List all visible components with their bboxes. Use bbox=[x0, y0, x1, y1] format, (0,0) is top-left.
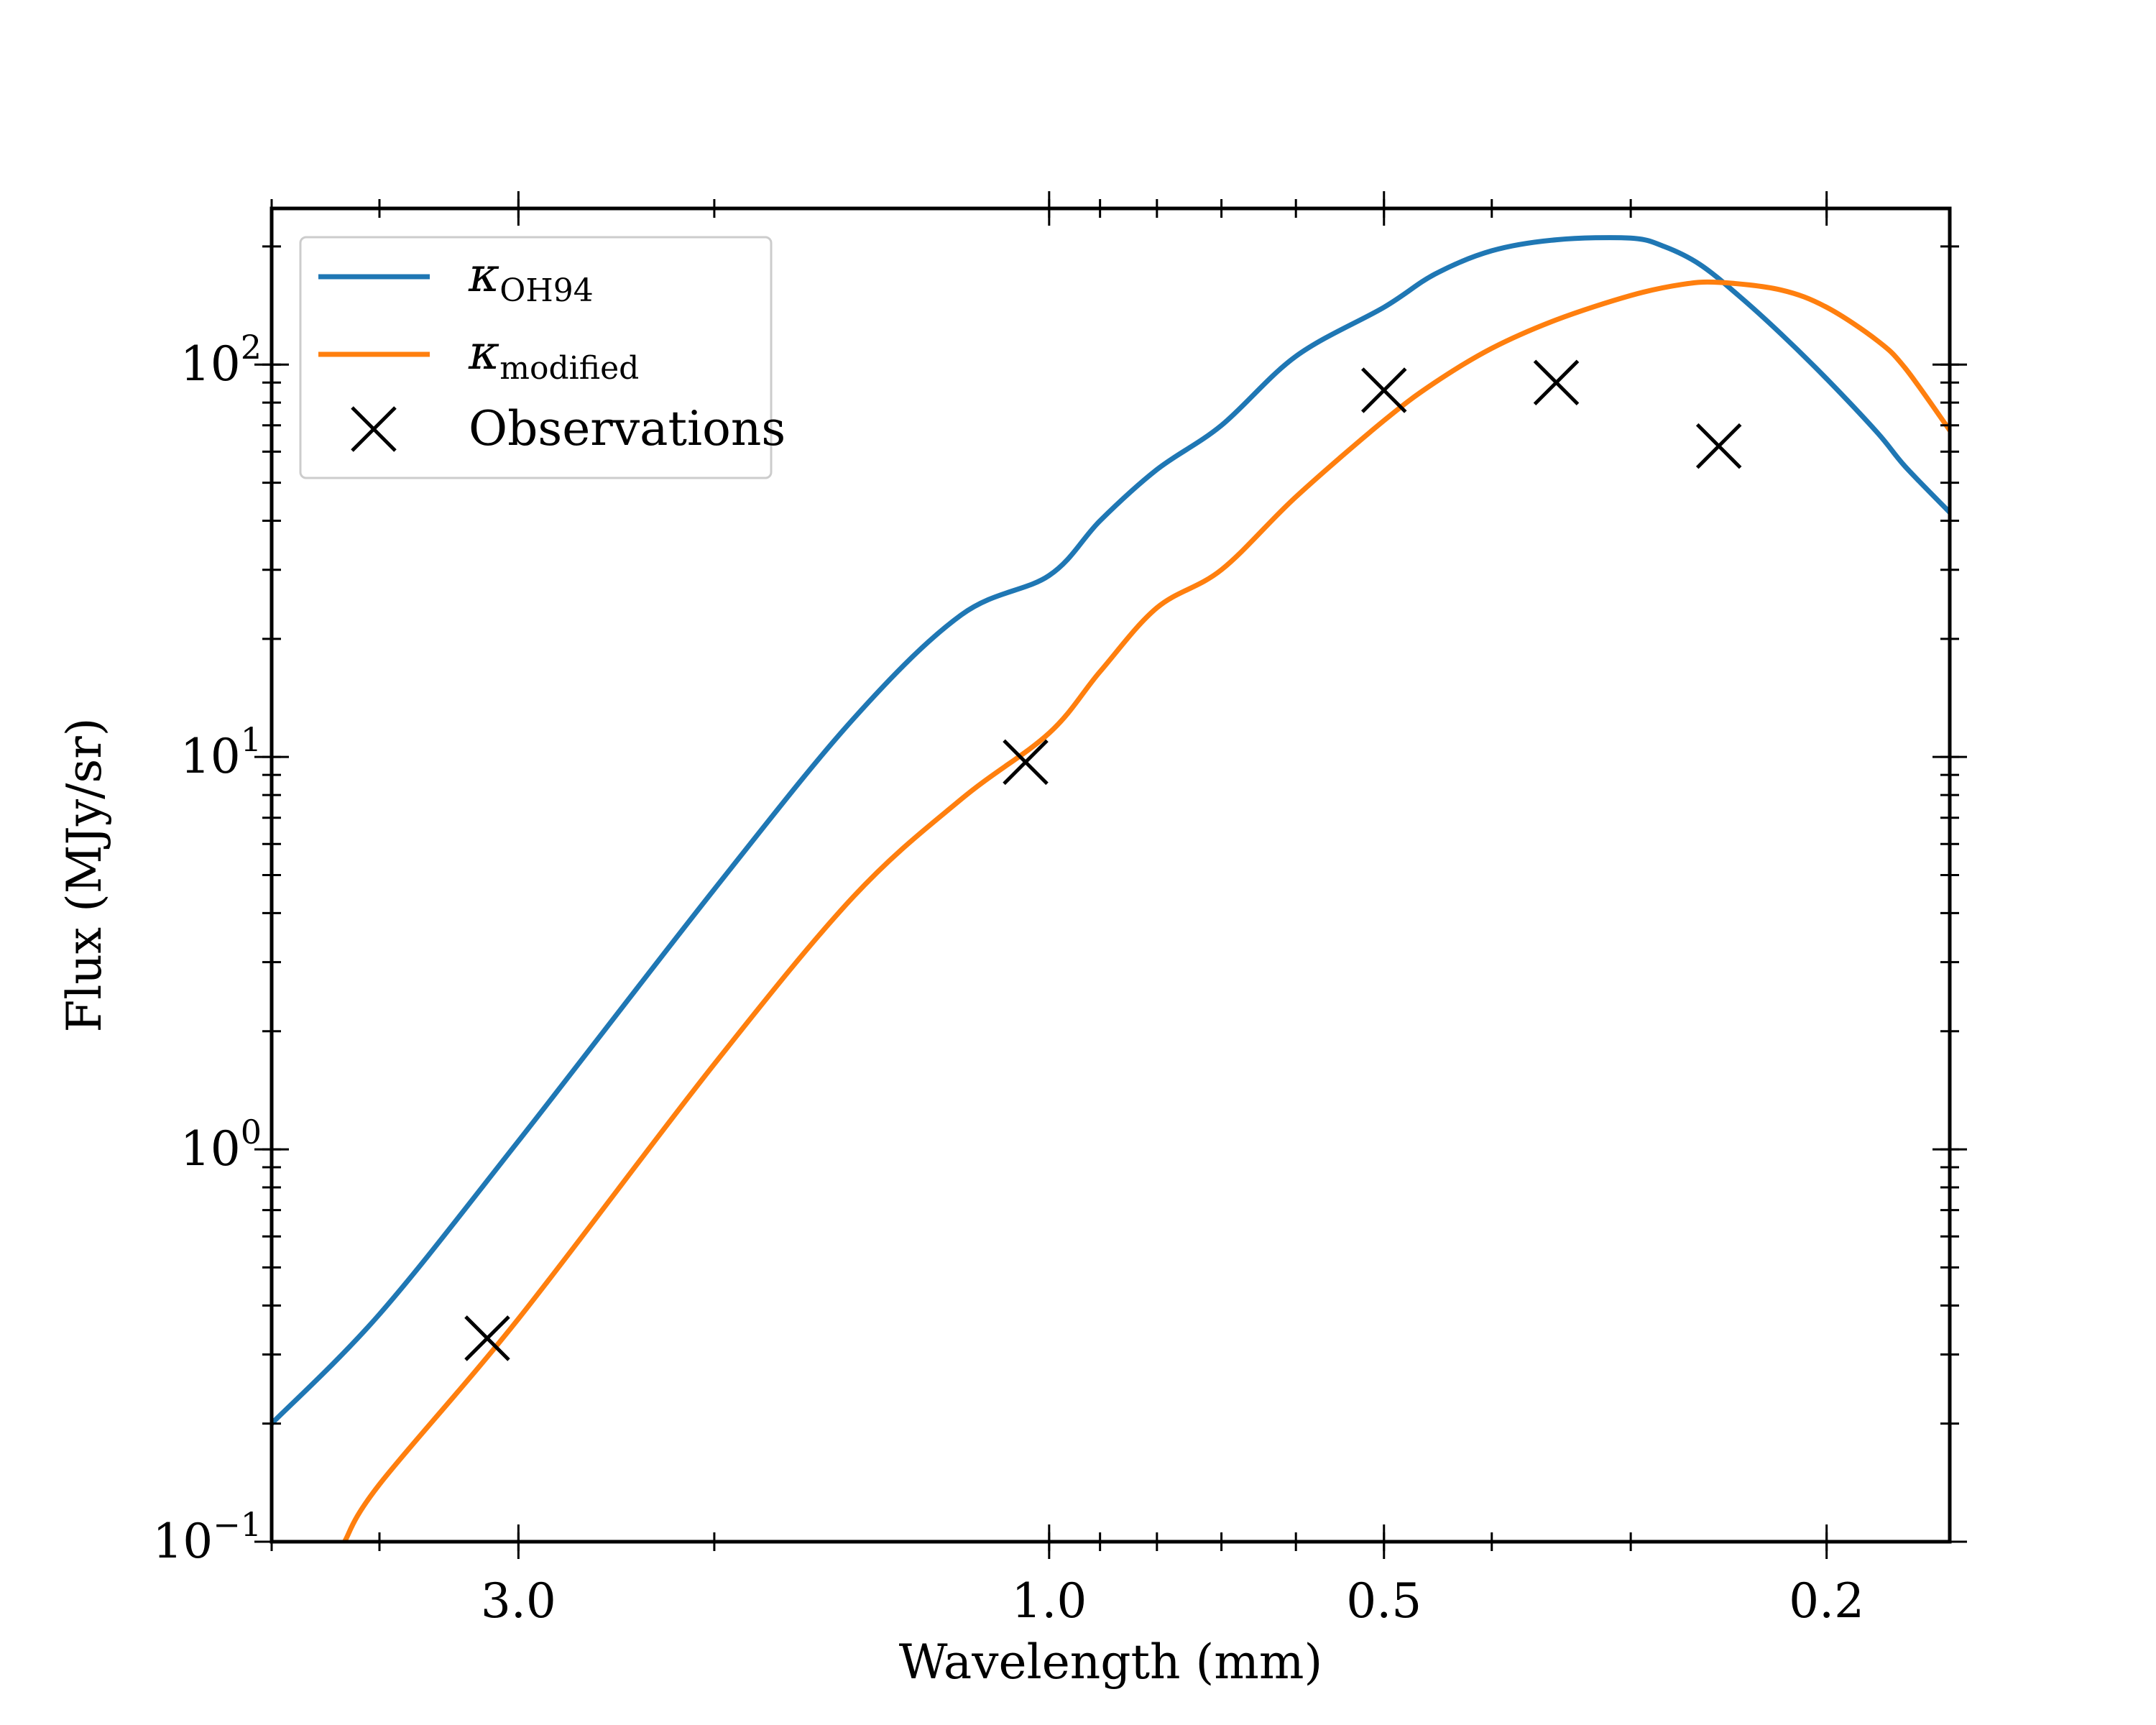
observation-marker bbox=[1360, 367, 1407, 413]
observation-marker bbox=[464, 1315, 510, 1361]
y-tick-label: 10−1 bbox=[152, 1505, 262, 1569]
x-tick-label: 0.5 bbox=[1346, 1573, 1422, 1629]
legend-label-kmodified: κmodified bbox=[468, 325, 639, 387]
y-tick-label-exponent: −1 bbox=[213, 1505, 262, 1544]
observations-layer bbox=[464, 359, 1742, 1361]
legend-box bbox=[299, 236, 773, 479]
y-tick-label-base: 10 bbox=[152, 1514, 213, 1569]
legend-subscript-kmodified: modified bbox=[499, 350, 639, 387]
y-tick-label: 101 bbox=[180, 720, 262, 784]
legend-subscript-koh94: OH94 bbox=[499, 272, 593, 309]
series-line-1 bbox=[342, 279, 1950, 1542]
y-tick-label-base: 10 bbox=[180, 1121, 241, 1177]
y-tick-label-base: 10 bbox=[180, 729, 241, 784]
legend: κOH94 κmodified Observations bbox=[299, 236, 786, 479]
observation-marker bbox=[1533, 359, 1580, 405]
tick-layer bbox=[254, 191, 1967, 1559]
series-line-0 bbox=[272, 235, 1950, 1426]
y-tick-label-exponent: 0 bbox=[241, 1113, 262, 1151]
x-tick-label: 1.0 bbox=[1011, 1573, 1087, 1629]
x-axis-label: Wavelength (mm) bbox=[899, 1634, 1322, 1690]
y-axis-label: Flux (MJy/sr) bbox=[57, 717, 112, 1032]
legend-label-koh94: κOH94 bbox=[468, 247, 594, 309]
observation-marker bbox=[1695, 423, 1742, 469]
x-tick-label: 0.2 bbox=[1789, 1573, 1864, 1629]
legend-symbol-koh94: κ bbox=[468, 247, 499, 303]
y-tick-label-exponent: 2 bbox=[241, 328, 262, 367]
series-layer bbox=[272, 235, 1950, 1542]
x-tick-label: 3.0 bbox=[481, 1573, 556, 1629]
y-tick-label-exponent: 1 bbox=[241, 720, 262, 759]
legend-label-observations: Observations bbox=[469, 401, 786, 456]
observation-marker bbox=[1003, 739, 1049, 786]
y-tick-label-base: 10 bbox=[180, 336, 241, 392]
legend-symbol-kmodified: κ bbox=[468, 325, 499, 380]
legend-marker-observations bbox=[351, 406, 397, 452]
y-tick-label: 100 bbox=[180, 1113, 262, 1177]
y-tick-label: 102 bbox=[180, 328, 262, 392]
